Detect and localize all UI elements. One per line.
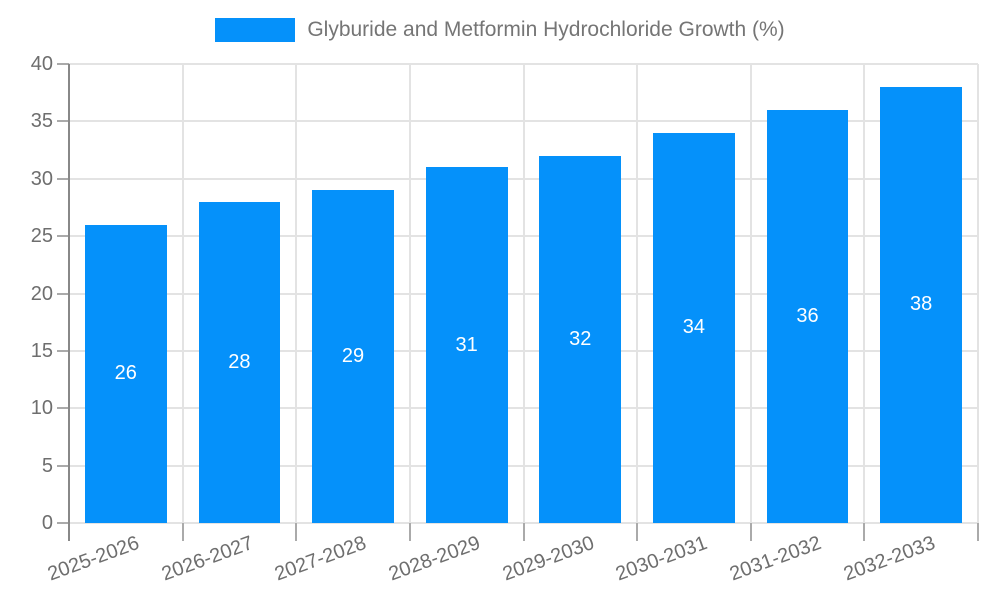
- bar: 26: [84, 224, 167, 523]
- y-tick-label: 15: [30, 339, 53, 362]
- y-axis-tick: [57, 63, 69, 65]
- bar: 38: [880, 86, 963, 523]
- x-axis-tick: [863, 523, 866, 541]
- x-axis-tick: [522, 523, 525, 541]
- grid-line-vertical: [636, 64, 639, 523]
- y-tick-label: 5: [41, 454, 53, 477]
- y-axis-tick: [57, 464, 69, 467]
- x-axis-tick: [636, 523, 639, 541]
- y-axis-tick: [57, 177, 69, 180]
- y-tick-label: 0: [41, 512, 53, 534]
- legend: Glyburide and Metformin Hydrochloride Gr…: [0, 18, 1000, 42]
- grid-line-vertical: [749, 64, 752, 523]
- bar: 32: [539, 155, 622, 523]
- x-axis-tick: [295, 523, 298, 541]
- x-tick-label: 2032-2033: [840, 532, 938, 586]
- grid-line-vertical: [181, 64, 184, 523]
- bar-value-label: 38: [910, 293, 933, 316]
- bar: 28: [198, 201, 281, 523]
- legend-swatch: [215, 18, 296, 42]
- x-tick-label: 2029-2030: [499, 532, 597, 586]
- y-axis-tick: [57, 407, 69, 410]
- x-axis-tick: [181, 523, 184, 541]
- y-tick-label: 10: [30, 397, 53, 420]
- bar: 31: [425, 167, 508, 523]
- x-tick-label: 2028-2029: [385, 532, 484, 586]
- bar: 34: [653, 132, 735, 523]
- grid-line-vertical: [863, 64, 866, 523]
- x-tick-label: 2025-2026: [44, 532, 143, 586]
- y-axis-tick: [57, 292, 69, 295]
- y-tick-label: 35: [30, 110, 53, 133]
- grid-line-vertical: [522, 64, 525, 523]
- y-axis-tick: [57, 235, 69, 238]
- bar-value-label: 32: [569, 327, 592, 350]
- x-axis-tick: [408, 523, 411, 541]
- bar: 29: [312, 190, 394, 523]
- x-tick-label: 2030-2031: [613, 532, 711, 586]
- y-tick-label: 30: [30, 167, 53, 190]
- x-axis-tick: [977, 523, 979, 541]
- x-tick-label: 2026-2027: [158, 532, 256, 586]
- y-axis-tick: [57, 522, 69, 524]
- y-tick-label: 40: [30, 53, 53, 75]
- bar-value-label: 31: [455, 333, 478, 356]
- grid-line-vertical: [408, 64, 411, 523]
- y-axis-tick: [57, 349, 69, 352]
- grid-line-vertical: [295, 64, 298, 523]
- bar-value-label: 36: [796, 304, 819, 327]
- bar-value-label: 28: [228, 350, 251, 373]
- x-axis-tick: [749, 523, 752, 541]
- y-axis-tick: [57, 120, 69, 123]
- y-axis-line: [68, 64, 70, 541]
- bar-value-label: 34: [682, 316, 706, 339]
- x-tick-label: 2027-2028: [272, 532, 370, 586]
- y-tick-label: 20: [30, 282, 53, 305]
- x-tick-label: 2031-2032: [726, 532, 825, 586]
- bar-value-label: 29: [341, 345, 365, 368]
- legend-label: Glyburide and Metformin Hydrochloride Gr…: [307, 18, 785, 41]
- y-tick-label: 25: [30, 225, 53, 248]
- bar-value-label: 26: [114, 362, 137, 385]
- grid-line-vertical: [977, 64, 979, 523]
- bar: 36: [766, 109, 849, 523]
